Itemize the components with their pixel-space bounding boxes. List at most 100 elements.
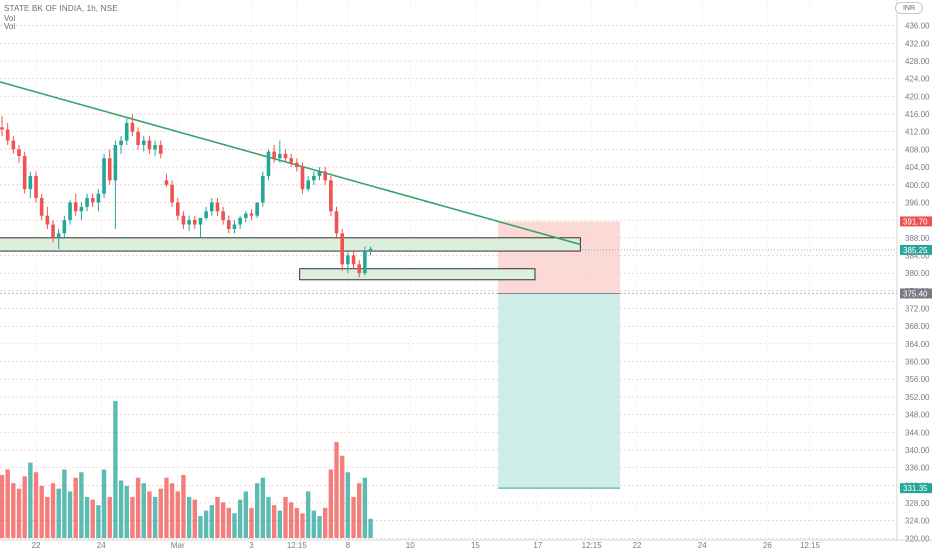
y-tick-label: 412.00	[905, 128, 930, 137]
volume-bar	[362, 477, 368, 538]
y-tick-label: 396.00	[905, 198, 930, 207]
stop-loss-zone[interactable]	[498, 221, 621, 294]
volume-ma-legend-label: Vol	[4, 22, 16, 31]
price-badge	[900, 216, 932, 227]
candle-body	[232, 224, 237, 229]
profit-target-zone[interactable]	[498, 293, 621, 489]
y-tick-label: 400.00	[905, 181, 930, 190]
y-tick-label: 428.00	[905, 57, 930, 66]
y-tick-label: 408.00	[905, 145, 930, 154]
x-tick-label: 15	[471, 541, 480, 550]
candle-body	[340, 233, 344, 265]
volume-bar	[33, 472, 39, 538]
candle-body	[192, 220, 197, 225]
candle-body	[107, 158, 112, 181]
volume-bar	[169, 483, 175, 538]
volume-bar	[266, 496, 271, 538]
candle-body	[306, 180, 310, 190]
volume-bar	[175, 491, 180, 538]
candle-body	[45, 215, 50, 225]
volume-bar	[22, 476, 27, 538]
candle-body	[147, 140, 152, 150]
candle-body	[51, 224, 55, 238]
y-tick-label: 344.00	[905, 428, 930, 437]
volume-bar	[135, 477, 141, 538]
candle-body	[85, 198, 89, 207]
y-tick-label: 320.00	[905, 534, 930, 543]
candle-body	[368, 248, 373, 252]
volume-bar	[39, 485, 44, 538]
volume-bar	[271, 505, 277, 538]
candle-body	[295, 162, 299, 168]
candle-body	[130, 122, 135, 132]
volume-bar	[311, 510, 317, 538]
volume-bar	[220, 502, 226, 538]
volume-bar	[340, 455, 345, 538]
volume-bar	[67, 491, 73, 538]
volume-bar	[181, 474, 186, 538]
candle-body	[221, 211, 225, 221]
volume-bar	[152, 496, 158, 538]
candle-body	[17, 149, 21, 157]
volume-bar	[186, 496, 192, 538]
y-tick-label: 356.00	[905, 375, 930, 384]
candle-body	[0, 127, 4, 130]
candle-body	[113, 145, 118, 181]
candle-body	[334, 211, 339, 234]
y-tick-label: 372.00	[905, 305, 930, 314]
volume-bar	[254, 483, 260, 538]
volume-bar	[164, 477, 169, 538]
volume-bar	[203, 510, 209, 538]
candle-body	[351, 255, 356, 265]
candle-body	[209, 202, 214, 212]
support-zone-rect[interactable]	[299, 268, 536, 281]
y-tick-label: 380.00	[905, 269, 930, 278]
candle-body	[79, 206, 84, 212]
candle-body	[73, 202, 78, 212]
trendline[interactable]	[0, 81, 581, 246]
volume-bar	[345, 472, 351, 538]
y-tick-label: 424.00	[905, 75, 930, 84]
volume-bar	[118, 480, 124, 538]
support-zone-rect[interactable]	[0, 237, 581, 252]
currency-button[interactable]: INR	[895, 2, 923, 14]
volume-bar	[351, 496, 356, 538]
candle-body	[204, 211, 208, 218]
volume-bar	[141, 483, 146, 538]
x-tick-label: 10	[406, 541, 415, 550]
candle-body	[141, 140, 146, 145]
x-tick-label: 3	[249, 541, 254, 550]
y-tick-label: 336.00	[905, 464, 930, 473]
price-badge	[900, 483, 932, 494]
candle-body	[187, 220, 191, 225]
candle-body	[312, 175, 316, 181]
volume-bar	[79, 472, 84, 538]
candle-body	[39, 198, 44, 216]
candle-body	[170, 184, 174, 203]
price-badge	[900, 288, 932, 299]
candle-body	[198, 217, 203, 225]
volume-bar	[45, 496, 50, 538]
candle-body	[300, 167, 305, 190]
candle-body	[90, 198, 95, 203]
volume-bar	[249, 507, 254, 538]
volume-bar	[96, 505, 101, 538]
y-tick-label: 360.00	[905, 358, 930, 367]
x-tick-label: 12:15	[582, 541, 603, 550]
candle-body	[158, 145, 163, 154]
y-tick-label: 348.00	[905, 411, 930, 420]
candle-body	[357, 264, 362, 274]
candle-body	[136, 131, 140, 145]
volume-bar	[243, 491, 249, 538]
y-tick-label: 388.00	[905, 234, 930, 243]
candle-body	[317, 171, 322, 176]
volume-bar	[147, 491, 152, 538]
candle-body	[153, 145, 157, 150]
volume-bar	[56, 488, 61, 538]
candle-body	[215, 202, 220, 212]
price-badge-label: 391.70	[903, 217, 928, 226]
volume-bar	[73, 477, 78, 538]
volume-bar	[28, 462, 33, 538]
